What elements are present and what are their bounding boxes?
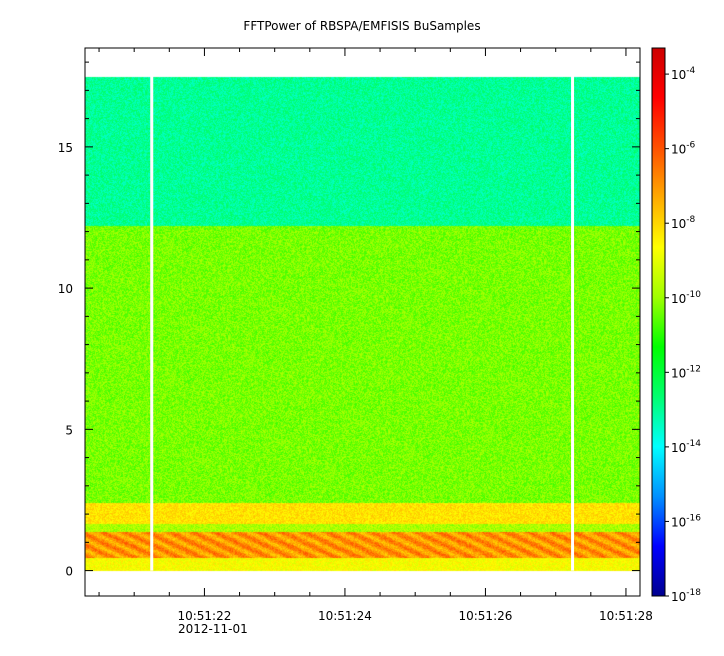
y-tick-label: 15 bbox=[58, 141, 73, 155]
colorbar-gradient bbox=[651, 47, 666, 597]
colorbar-tick-label: 10-18 bbox=[671, 588, 701, 604]
y-axis: 0 5 10 15 bbox=[58, 61, 640, 579]
spectrogram-image bbox=[85, 48, 640, 596]
y-tick-label: 5 bbox=[65, 423, 73, 437]
colorbar-tick-label: 10-6 bbox=[671, 141, 696, 157]
colorbar-tick-label: 10-16 bbox=[671, 513, 701, 529]
colorbar: 10-4 10-6 10-8 10-10 10-12 10-14 10-16 10-18 bbox=[651, 47, 701, 604]
colorbar-tick-label: 10-12 bbox=[671, 364, 701, 380]
colorbar-tick-label: 10-8 bbox=[671, 215, 696, 231]
x-axis: 10:51:22 10:51:24 10:51:26 10:51:28 bbox=[98, 48, 653, 623]
x-tick-label: 10:51:22 bbox=[177, 609, 231, 623]
data-gap bbox=[571, 76, 575, 571]
data-gap bbox=[150, 76, 154, 571]
colorbar-tick-label: 10-4 bbox=[671, 66, 696, 82]
x-tick-label: 10:51:24 bbox=[318, 609, 372, 623]
plot-area bbox=[84, 47, 641, 597]
data-gaps bbox=[150, 76, 575, 571]
colorbar-tick-label: 10-10 bbox=[671, 290, 701, 306]
colorbar-tick-label: 10-14 bbox=[671, 439, 701, 455]
colorbar-ticks: 10-4 10-6 10-8 10-10 10-12 10-14 10-16 10-18 bbox=[665, 66, 701, 604]
y-tick-label: 0 bbox=[65, 565, 73, 579]
y-tick-label: 10 bbox=[58, 282, 73, 296]
chart-title: FFTPower of RBSPA/EMFISIS BuSamples bbox=[243, 19, 480, 33]
plot-frame bbox=[84, 47, 641, 597]
x-tick-label: 10:51:28 bbox=[599, 609, 653, 623]
x-axis-date-label: 2012-11-01 bbox=[178, 622, 248, 636]
x-tick-label: 10:51:26 bbox=[458, 609, 512, 623]
